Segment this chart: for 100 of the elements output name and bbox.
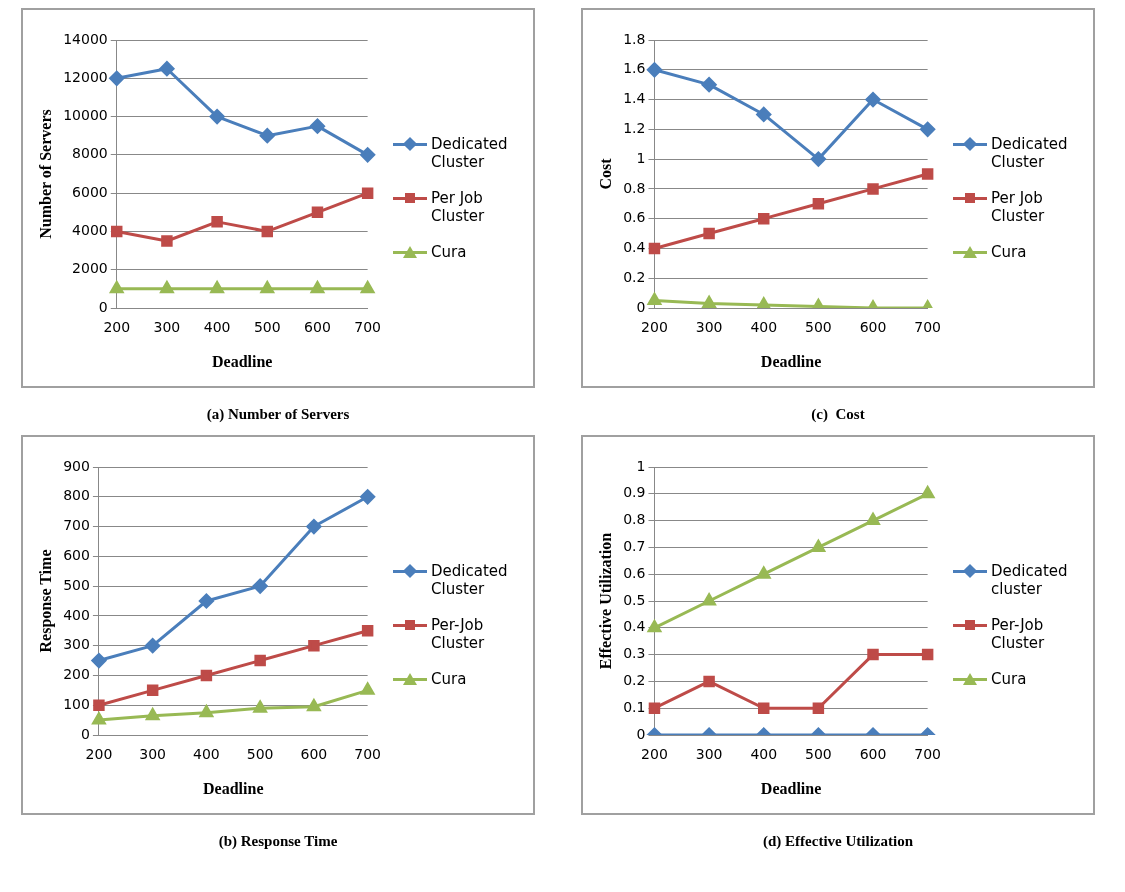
legend-label: Per Job Cluster bbox=[991, 189, 1046, 225]
legend-label: Cura bbox=[431, 243, 467, 261]
y-axis-title: Effective Utilization bbox=[596, 532, 614, 670]
y-tick-label: 0 bbox=[81, 725, 90, 742]
point bbox=[209, 109, 225, 125]
x-tick-label: 300 bbox=[153, 319, 181, 336]
point bbox=[867, 183, 879, 195]
y-tick-label: 1 bbox=[636, 457, 646, 474]
point bbox=[646, 62, 662, 78]
y-tick-label: 2000 bbox=[72, 260, 108, 277]
x-tick-label: 500 bbox=[805, 746, 832, 763]
y-tick-label: 0 bbox=[98, 298, 108, 315]
point bbox=[109, 70, 125, 86]
y-tick-label: 1.6 bbox=[623, 60, 646, 77]
point bbox=[865, 92, 881, 108]
x-tick-label: 700 bbox=[914, 319, 942, 336]
point bbox=[211, 216, 223, 228]
x-axis-title: Deadline bbox=[760, 352, 822, 370]
y-tick-label: 10000 bbox=[63, 107, 108, 124]
point bbox=[647, 620, 662, 633]
point bbox=[307, 699, 321, 712]
legend-label: Dedicated cluster bbox=[991, 562, 1069, 598]
point bbox=[757, 212, 770, 225]
point bbox=[360, 281, 375, 294]
y-tick-label: 0.6 bbox=[623, 564, 646, 581]
point bbox=[200, 669, 213, 682]
point bbox=[309, 118, 325, 134]
legend-label: Cura bbox=[991, 243, 1027, 261]
legend-label: Cura bbox=[431, 670, 467, 688]
legend-label: Cura bbox=[991, 670, 1027, 688]
text: (c) Cost bbox=[811, 406, 865, 423]
y-tick-label: 800 bbox=[63, 487, 90, 504]
point bbox=[920, 486, 935, 499]
x-tick-label: 300 bbox=[695, 746, 723, 763]
point bbox=[360, 489, 376, 505]
legend-label: Per-Job Cluster bbox=[991, 616, 1046, 652]
point bbox=[93, 699, 105, 711]
text: (a) Number of Servers bbox=[206, 406, 350, 423]
point bbox=[756, 106, 772, 122]
point bbox=[866, 513, 880, 526]
y-axis-title: Cost bbox=[596, 157, 614, 190]
point bbox=[91, 653, 107, 669]
point bbox=[92, 712, 106, 725]
y-axis-title: Number of Servers bbox=[36, 109, 54, 239]
y-tick-label: 0.8 bbox=[623, 511, 646, 528]
y-tick-label: 100 bbox=[63, 695, 90, 712]
point bbox=[921, 168, 934, 180]
text: (b) Response Time bbox=[218, 833, 338, 850]
y-tick-label: 400 bbox=[63, 606, 90, 623]
legend-label: Dedicated Cluster bbox=[991, 135, 1069, 171]
y-axis-title: Response Time bbox=[36, 549, 55, 653]
legend-label: Dedicated Cluster bbox=[431, 135, 509, 171]
y-tick-label: 0.4 bbox=[623, 239, 646, 256]
point bbox=[110, 225, 123, 238]
y-tick-label: 1.2 bbox=[623, 119, 646, 136]
y-tick-label: 0.9 bbox=[623, 484, 646, 501]
y-tick-label: 0.2 bbox=[623, 672, 646, 689]
x-axis-title: Deadline bbox=[760, 779, 822, 797]
point bbox=[145, 638, 161, 654]
y-tick-label: 8000 bbox=[72, 145, 108, 162]
point bbox=[757, 297, 771, 308]
point bbox=[703, 227, 715, 240]
point bbox=[199, 705, 214, 718]
y-tick-label: 0 bbox=[636, 725, 646, 742]
y-tick-label: 600 bbox=[63, 546, 90, 563]
point bbox=[311, 206, 324, 219]
x-tick-label: 600 bbox=[859, 319, 887, 336]
point bbox=[210, 281, 224, 294]
point bbox=[110, 281, 124, 294]
y-tick-label: 500 bbox=[63, 576, 90, 593]
legend-label: Per Job Cluster bbox=[431, 189, 486, 225]
x-tick-label: 300 bbox=[139, 746, 167, 763]
point bbox=[261, 225, 274, 238]
text: (d) Effective Utilization bbox=[763, 833, 913, 850]
x-tick-label: 500 bbox=[253, 319, 281, 336]
point bbox=[145, 708, 160, 721]
y-tick-label: 900 bbox=[63, 457, 90, 474]
y-tick-label: 1 bbox=[636, 149, 646, 166]
y-tick-label: 0.1 bbox=[623, 698, 646, 715]
y-tick-label: 12000 bbox=[63, 68, 108, 85]
x-tick-label: 600 bbox=[300, 746, 328, 763]
x-tick-label: 400 bbox=[203, 319, 231, 336]
x-tick-label: 700 bbox=[354, 319, 382, 336]
y-tick-label: 4000 bbox=[72, 222, 108, 239]
point bbox=[198, 593, 214, 609]
x-tick-label: 700 bbox=[914, 746, 942, 763]
y-tick-label: 1.8 bbox=[623, 30, 646, 47]
x-axis-title: Deadline bbox=[203, 779, 264, 797]
point bbox=[159, 61, 175, 77]
x-tick-label: 400 bbox=[193, 746, 220, 763]
y-tick-label: 0.6 bbox=[623, 209, 646, 226]
point bbox=[701, 77, 717, 93]
point bbox=[259, 128, 275, 144]
y-tick-label: 0.3 bbox=[623, 645, 646, 662]
y-tick-label: 1.4 bbox=[623, 90, 646, 107]
x-tick-label: 500 bbox=[246, 746, 274, 763]
y-tick-label: 0.8 bbox=[623, 179, 646, 196]
point bbox=[306, 519, 322, 535]
point bbox=[920, 121, 936, 137]
point bbox=[252, 578, 268, 594]
